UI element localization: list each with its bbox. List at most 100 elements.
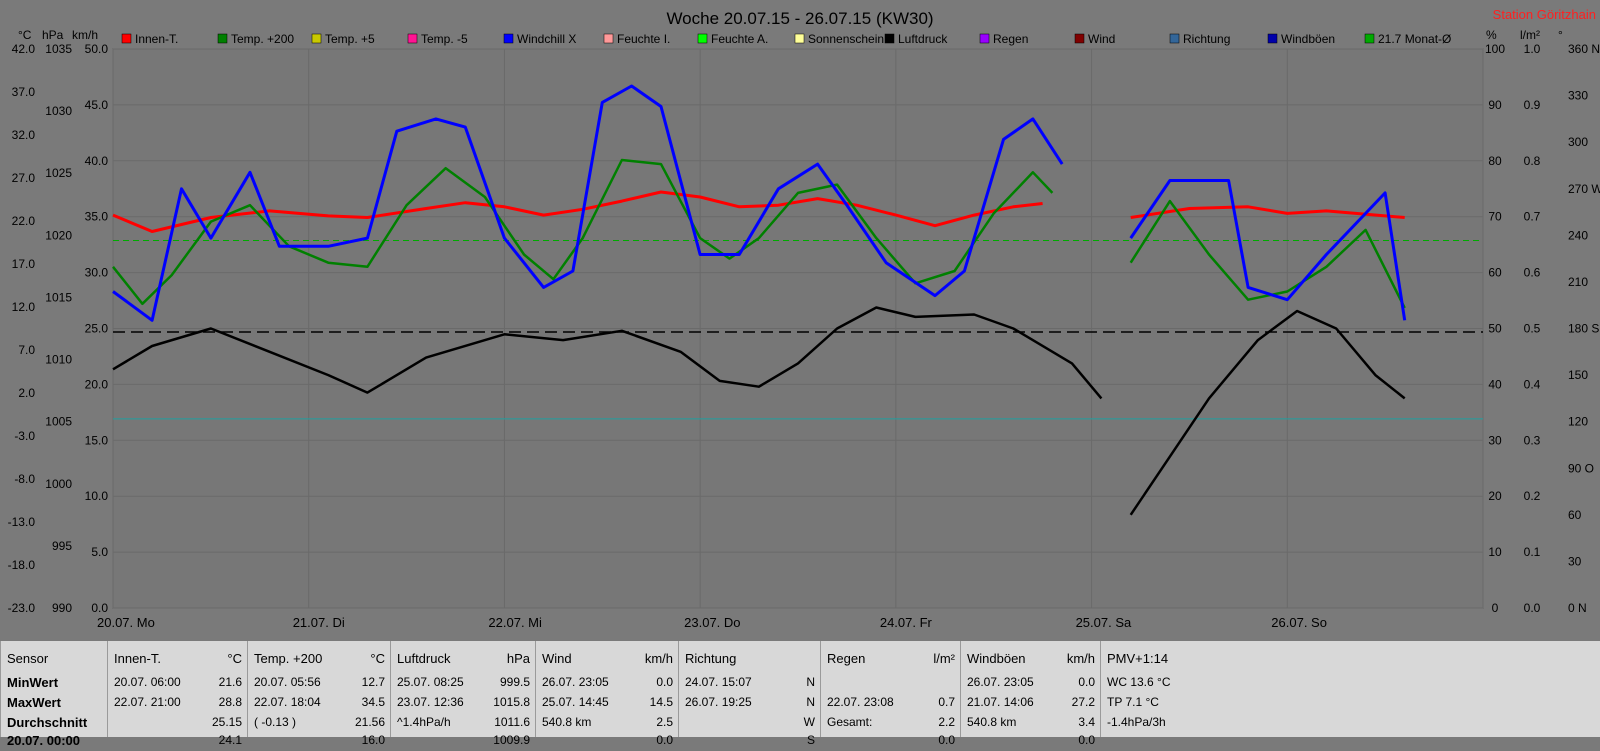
stats-column-header: Windböen km/h bbox=[967, 651, 1095, 666]
stats-cell-label: Durchschnitt bbox=[7, 715, 88, 730]
tick-kmh: 35.0 bbox=[85, 210, 109, 224]
legend-swatch bbox=[1074, 33, 1085, 44]
stats-cell-label: 26.07. 19:25 bbox=[685, 695, 752, 709]
tick-kmh: 20.0 bbox=[85, 377, 109, 391]
stats-column: Windböen km/h 26.07. 23:05 0.0 21.07. 14:06 2… bbox=[960, 641, 1101, 747]
stats-column: Innen-T. °C 20.07. 06:00 21.6 22.07. 21:00 28… bbox=[107, 641, 248, 747]
stats-cell-value: 28.8 bbox=[218, 695, 242, 709]
stats-row: ^1.4hPa/h 1011.6 bbox=[397, 715, 530, 733]
tick-temp: 7.0 bbox=[18, 343, 35, 357]
stats-cell-label: 20.07. 00:00 bbox=[7, 733, 81, 748]
stats-row: 26.07. 23:05 0.0 bbox=[967, 675, 1095, 693]
legend-label: Feuchte I. bbox=[617, 32, 670, 46]
tick-temp: 17.0 bbox=[12, 257, 36, 271]
tick-dir: 30 bbox=[1568, 554, 1582, 568]
tick-kmh: 0.0 bbox=[91, 601, 108, 615]
stats-column: Luftdruck hPa 25.07. 08:25 999.5 23.07. 12:3… bbox=[390, 641, 536, 747]
legend-swatch bbox=[794, 33, 805, 44]
tick-temp: 42.0 bbox=[12, 42, 36, 56]
tick-rain: 0.5 bbox=[1524, 322, 1541, 336]
tick-dir: 60 bbox=[1568, 508, 1582, 522]
stats-row: 20.07. 00:00 bbox=[7, 733, 102, 751]
stats-cell-label: 22.07. 23:08 bbox=[827, 695, 894, 709]
legend-label: Windböen bbox=[1281, 32, 1335, 46]
series-temp-200 bbox=[112, 158, 1406, 309]
stats-column: Temp. +200 °C 20.07. 05:56 12.7 22.07. 18:04… bbox=[247, 641, 391, 747]
stats-row: S bbox=[685, 733, 815, 751]
tick-hpa: 1020 bbox=[45, 228, 72, 242]
stats-column-title: Richtung bbox=[685, 651, 737, 666]
stats-column-title: Wind bbox=[542, 651, 572, 666]
stats-column-unit: km/h bbox=[1066, 651, 1095, 666]
tick-hpa: 1025 bbox=[45, 166, 72, 180]
stats-cell-value: 2.5 bbox=[656, 715, 673, 729]
tick-dir: 210 bbox=[1568, 275, 1588, 289]
stats-column-title: Windböen bbox=[967, 651, 1026, 666]
tick-x: 26.07. So bbox=[1271, 615, 1327, 630]
tick-temp: -13.0 bbox=[8, 515, 36, 529]
stats-cell-value: 999.5 bbox=[499, 675, 530, 689]
tick-rain: 0.1 bbox=[1524, 545, 1541, 559]
axis-ticks: 42.0 37.0 32.0 27.0 22.0 17.0 12.0 7.0 2.0 -3.0 -8… bbox=[8, 42, 1600, 630]
tick-kmh: 10.0 bbox=[85, 489, 109, 503]
stats-row: TP 7.1 °C bbox=[1107, 695, 1595, 713]
tick-rain: 0.8 bbox=[1524, 154, 1541, 168]
tick-hpa: 1035 bbox=[45, 42, 72, 56]
legend-swatch bbox=[979, 33, 990, 44]
tick-rain: 0.2 bbox=[1524, 489, 1541, 503]
stats-row bbox=[1107, 733, 1595, 751]
unit-pct: % bbox=[1486, 28, 1497, 42]
stats-row: 22.07. 23:08 0.7 bbox=[827, 695, 955, 713]
tick-dir: 0 N bbox=[1568, 601, 1587, 615]
tick-dir: 150 bbox=[1568, 368, 1588, 382]
stats-cell-value: 25.15 bbox=[211, 715, 242, 729]
stats-column-title: Luftdruck bbox=[397, 651, 451, 666]
tick-kmh: 5.0 bbox=[91, 545, 108, 559]
stats-column-title: Regen bbox=[827, 651, 866, 666]
tick-rain: 0.6 bbox=[1524, 266, 1541, 280]
stats-row: W bbox=[685, 715, 815, 733]
tick-dir: 300 bbox=[1568, 135, 1588, 149]
stats-cell-label: WC 13.6 °C bbox=[1107, 675, 1171, 689]
legend-label: Innen-T. bbox=[135, 32, 178, 46]
stats-row: MinWert bbox=[7, 675, 102, 693]
stats-column-title: Innen-T. bbox=[114, 651, 161, 666]
unit-hpa: hPa bbox=[42, 28, 64, 42]
series-windchill-x bbox=[112, 84, 1407, 322]
legend-label: 21.7 Monat-Ø bbox=[1378, 32, 1451, 46]
unit-dir: ° bbox=[1558, 28, 1563, 42]
tick-pct: 60 bbox=[1488, 266, 1502, 280]
stats-row: 16.0 bbox=[254, 733, 385, 751]
tick-dir: 330 bbox=[1568, 89, 1588, 103]
tick-pct: 80 bbox=[1488, 154, 1502, 168]
legend-label: Temp. +5 bbox=[325, 32, 375, 46]
stats-column: Wind km/h 26.07. 23:05 0.0 25.07. 14:45 14.5 5… bbox=[535, 641, 679, 747]
stats-column-header: PMV+1:14 bbox=[1107, 651, 1595, 666]
tick-kmh: 25.0 bbox=[85, 322, 109, 336]
stats-cell-label: 24.07. 15:07 bbox=[685, 675, 752, 689]
stats-cell-label: ( -0.13 ) bbox=[254, 715, 297, 729]
stats-column-unit: km/h bbox=[644, 651, 673, 666]
stats-row: 24.1 bbox=[114, 733, 242, 751]
stats-cell-value: 21.6 bbox=[218, 675, 242, 689]
stats-row: 26.07. 23:05 0.0 bbox=[542, 675, 673, 693]
tick-temp: -8.0 bbox=[14, 472, 35, 486]
tick-kmh: 30.0 bbox=[85, 266, 109, 280]
legend: Innen-T. Temp. +200 Temp. +5 Temp. -5 Windch… bbox=[121, 32, 1451, 46]
stats-row: 25.15 bbox=[114, 715, 242, 733]
stats-cell-value: N bbox=[806, 675, 815, 689]
legend-swatch bbox=[1364, 33, 1375, 44]
unit-kmh: km/h bbox=[72, 28, 98, 42]
stats-cell-value: 27.2 bbox=[1071, 695, 1095, 709]
tick-kmh: 50.0 bbox=[85, 42, 109, 56]
legend-swatch bbox=[311, 33, 322, 44]
legend-label: Windchill X bbox=[517, 32, 576, 46]
tick-temp: 32.0 bbox=[12, 128, 36, 142]
stats-cell-value: 12.7 bbox=[361, 675, 385, 689]
tick-temp: 22.0 bbox=[12, 214, 36, 228]
stats-column: Regen l/m² 22.07. 23:08 0.7 Gesamt: 2.2 0.0 bbox=[820, 641, 961, 747]
series-innen-t- bbox=[112, 190, 1405, 233]
legend-label: Sonnenschein bbox=[808, 32, 884, 46]
tick-temp: -23.0 bbox=[8, 601, 36, 615]
stats-row: 540.8 km 3.4 bbox=[967, 715, 1095, 733]
